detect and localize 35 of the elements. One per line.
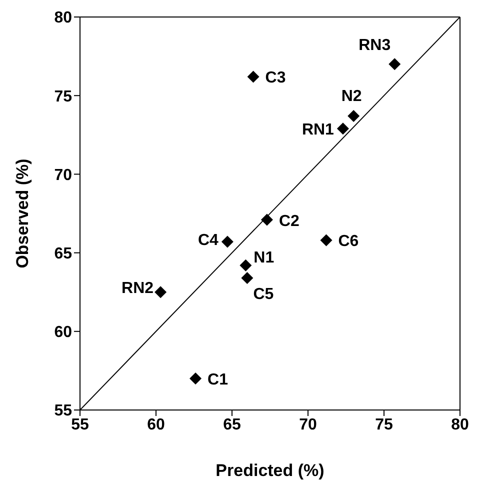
- annotation: C6: [338, 233, 359, 250]
- point: [336, 122, 349, 135]
- x-axis-title: Predicted (%): [216, 461, 324, 480]
- annotation: RN3: [358, 37, 391, 54]
- annotation: N2: [341, 88, 362, 106]
- y-tick-label: 80: [54, 10, 72, 27]
- point: [221, 236, 234, 248]
- point: [240, 259, 252, 272]
- point: [348, 110, 360, 122]
- y-axis-title: Observed (%): [13, 158, 32, 268]
- annotation: RN2: [122, 280, 154, 298]
- point: [388, 58, 401, 70]
- y-tick-label: 70: [54, 166, 72, 184]
- x-tick-label: 70: [299, 416, 317, 434]
- annotation: C2: [278, 212, 300, 230]
- annotation: C3: [265, 70, 286, 87]
- x-tick-label: 55: [71, 416, 89, 434]
- y-tick-label: 60: [54, 324, 72, 342]
- y-tick-label: 75: [54, 88, 72, 106]
- point: [320, 234, 332, 246]
- point: [241, 272, 254, 284]
- x-tick-label: 60: [147, 416, 165, 434]
- annotation: RN1: [302, 122, 334, 139]
- y-tick-label: 55: [54, 402, 72, 420]
- x-tick-label: 75: [375, 416, 393, 434]
- annotation: C5: [253, 286, 274, 303]
- annotation: C4: [198, 232, 219, 249]
- annotation: N1: [254, 249, 274, 266]
- point: [154, 286, 167, 298]
- annotation: C1: [208, 372, 228, 389]
- x-tick-label: 65: [223, 416, 241, 434]
- point: [247, 70, 260, 83]
- x-tick-label: 80: [451, 416, 469, 434]
- point: [190, 372, 202, 385]
- y-tick-label: 65: [54, 245, 72, 262]
